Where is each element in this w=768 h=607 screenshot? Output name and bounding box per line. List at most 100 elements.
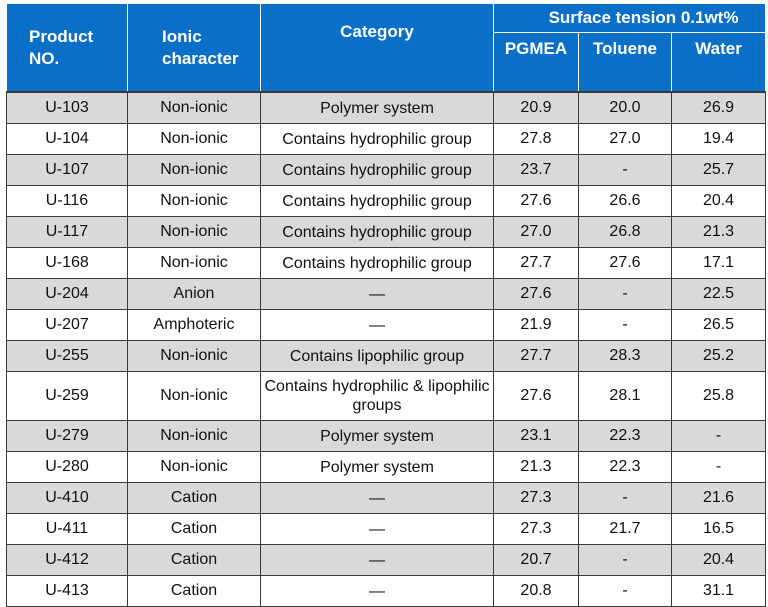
category-cell: —: [260, 482, 494, 514]
table-row: U-259 Non-ionic Contains hydrophilic & lip…: [6, 371, 767, 421]
product-no-cell: U-411: [6, 513, 128, 545]
pgmea-cell: 27.7: [493, 340, 579, 372]
table-row: U-411 Cation —27.3 21.7 16.5: [6, 513, 767, 545]
table-row: U-280 Non-ionic Polymer system 21.3 22.3-: [6, 451, 767, 483]
pgmea-cell: 21.3: [493, 451, 579, 483]
water-cell: 26.9: [670, 91, 767, 124]
product-no-cell: U-204: [6, 278, 128, 310]
table-row: U-107 Non-ionic Contains hydrophilic group…: [6, 154, 767, 186]
category-cell: —: [260, 513, 494, 545]
product-no-cell: U-410: [6, 482, 128, 514]
product-no-cell: U-103: [6, 91, 128, 124]
pgmea-cell: 27.8: [493, 123, 579, 155]
table-row: U-255 Non-ionic Contains lipophilic group 2…: [6, 340, 767, 372]
header-ionic-line2: character: [162, 48, 239, 68]
ionic-character-cell: Cation: [127, 482, 261, 514]
table-row: U-168 Non-ionic Contains hydrophilic group…: [6, 247, 767, 279]
toluene-cell: 26.8: [578, 216, 672, 248]
toluene-cell: 27.6: [578, 247, 672, 279]
pgmea-cell: 23.1: [493, 420, 579, 452]
pgmea-cell: 21.9: [493, 309, 579, 341]
ionic-character-cell: Cation: [127, 513, 261, 545]
toluene-cell: 26.6: [578, 185, 672, 217]
pgmea-cell: 27.3: [493, 513, 579, 545]
water-cell: 20.4: [670, 185, 767, 217]
ionic-character-cell: Non-ionic: [127, 371, 261, 421]
category-cell: Polymer system: [260, 451, 494, 483]
category-cell: Contains hydrophilic group: [260, 185, 494, 217]
product-no-cell: U-413: [6, 575, 128, 607]
category-cell: Polymer system: [260, 420, 494, 452]
table-row: U-279 Non-ionic Polymer system 23.1 22.3-: [6, 420, 767, 452]
ionic-character-cell: Non-ionic: [127, 185, 261, 217]
product-no-cell: U-104: [6, 123, 128, 155]
table-row: U-103 Non-ionic Polymer system 20.9 20.0 26.9: [6, 91, 767, 124]
header-product-no-line1: Product: [29, 26, 94, 46]
water-cell: 22.5: [670, 278, 767, 310]
header-pgmea: PGMEA: [493, 32, 579, 93]
pgmea-cell: 23.7: [493, 154, 579, 186]
pgmea-cell: 27.7: [493, 247, 579, 279]
water-cell: -: [670, 420, 767, 452]
header-surface-tension: Surface tension 0.1wt%: [492, 3, 767, 33]
category-cell: Contains lipophilic group: [260, 340, 494, 372]
toluene-cell: -: [578, 154, 672, 186]
water-cell: 21.3: [670, 216, 767, 248]
header-ionic-character: Ionic character: [127, 3, 261, 93]
ionic-character-cell: Non-ionic: [127, 340, 261, 372]
pgmea-cell: 27.6: [493, 371, 579, 421]
product-no-cell: U-412: [6, 544, 128, 576]
pgmea-cell: 20.9: [493, 91, 579, 124]
category-cell: Contains hydrophilic group: [260, 123, 494, 155]
ionic-character-cell: Non-ionic: [127, 216, 261, 248]
ionic-character-cell: Non-ionic: [127, 247, 261, 279]
ionic-character-cell: Non-ionic: [127, 451, 261, 483]
toluene-cell: -: [578, 544, 672, 576]
product-no-cell: U-207: [6, 309, 128, 341]
table-row: U-104 Non-ionic Contains hydrophilic group…: [6, 123, 767, 155]
water-cell: 20.4: [670, 544, 767, 576]
water-cell: 17.1: [670, 247, 767, 279]
toluene-cell: -: [578, 575, 672, 607]
header-product-no: Product NO.: [6, 3, 128, 93]
pgmea-cell: 20.8: [493, 575, 579, 607]
header-category: Category: [260, 3, 494, 93]
pgmea-cell: 27.0: [493, 216, 579, 248]
pgmea-cell: 27.6: [493, 185, 579, 217]
product-no-cell: U-116: [6, 185, 128, 217]
water-cell: 25.8: [670, 371, 767, 421]
toluene-cell: 21.7: [578, 513, 672, 545]
water-cell: 25.2: [670, 340, 767, 372]
pgmea-cell: 27.6: [493, 278, 579, 310]
toluene-cell: 22.3: [578, 451, 672, 483]
toluene-cell: 22.3: [578, 420, 672, 452]
header-ionic-line1: Ionic: [162, 26, 202, 46]
ionic-character-cell: Cation: [127, 544, 261, 576]
table-row: U-410 Cation —27.3-21.6: [6, 482, 767, 514]
ionic-character-cell: Non-ionic: [127, 154, 261, 186]
category-cell: Contains hydrophilic group: [260, 247, 494, 279]
category-cell: Polymer system: [260, 91, 494, 124]
ionic-character-cell: Non-ionic: [127, 91, 261, 124]
header-product-no-line2: NO.: [29, 48, 60, 68]
table-row: U-412 Cation —20.7-20.4: [6, 544, 767, 576]
toluene-cell: -: [578, 278, 672, 310]
toluene-cell: 27.0: [578, 123, 672, 155]
product-no-cell: U-279: [6, 420, 128, 452]
category-cell: Contains hydrophilic & lipophilic groups: [260, 371, 494, 421]
ionic-character-cell: Amphoteric: [127, 309, 261, 341]
product-no-cell: U-168: [6, 247, 128, 279]
ionic-character-cell: Anion: [127, 278, 261, 310]
product-no-cell: U-280: [6, 451, 128, 483]
product-no-cell: U-117: [6, 216, 128, 248]
category-cell: Contains hydrophilic group: [260, 154, 494, 186]
table-body: U-103 Non-ionic Polymer system 20.9 20.0 26.9…: [6, 91, 767, 607]
product-no-cell: U-255: [6, 340, 128, 372]
water-cell: 16.5: [670, 513, 767, 545]
category-cell: —: [260, 309, 494, 341]
water-cell: 21.6: [670, 482, 767, 514]
pgmea-cell: 27.3: [493, 482, 579, 514]
product-no-cell: U-107: [6, 154, 128, 186]
water-cell: 31.1: [670, 575, 767, 607]
water-cell: 19.4: [670, 123, 767, 155]
